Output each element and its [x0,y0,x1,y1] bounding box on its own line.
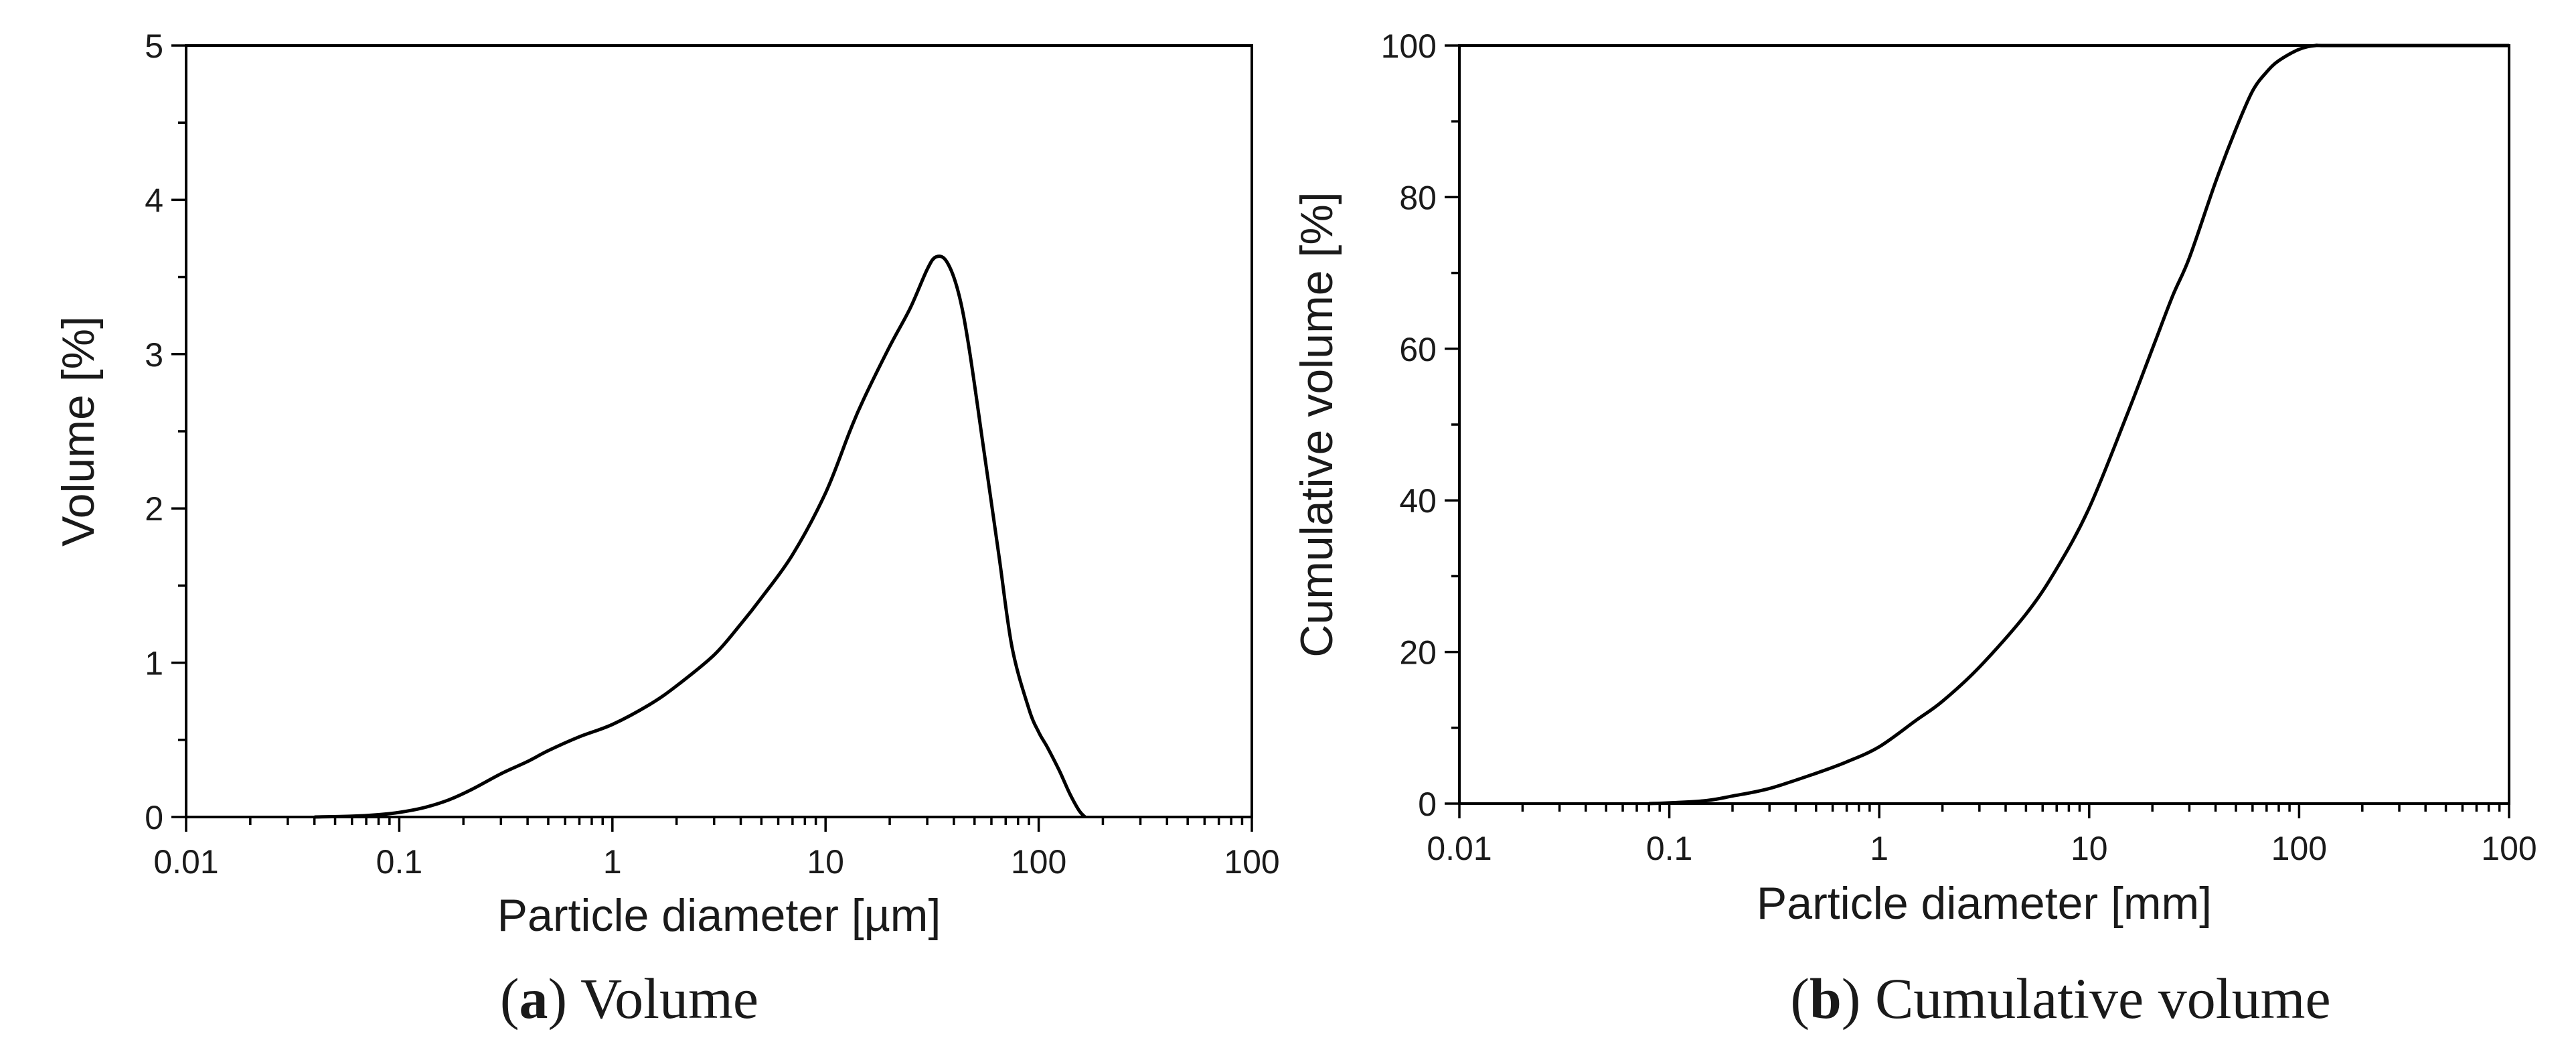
panel-a-x-tick-label: 100 [1011,843,1066,881]
panel-a-x-tick-label: 1 [603,843,622,881]
panel-b-y-axis-title: Cumulative volume [%] [1291,192,1342,657]
panel-b-x-tick-label: 1 [1870,830,1888,867]
panel-b-y-tick-label: 0 [1418,786,1437,823]
panel-b-caption-text: Cumulative volume [1875,966,2331,1031]
panel-a-y-tick-label: 2 [145,490,163,528]
panel-a-y-tick-label: 3 [145,336,163,374]
panel-a-y-axis-title: Volume [%] [53,316,104,546]
panel-b-x-tick-label: 10 [2071,830,2108,867]
panel-b-x-tick-label: 0.01 [1427,830,1492,867]
panel-a-y-ticks: 0 1 2 3 4 5 [145,27,186,836]
panel-a-frame [185,44,1253,818]
panel-b-y-tick-label: 40 [1399,482,1437,520]
panel-a-y-tick-label: 4 [145,181,163,219]
panel-b-y-tick-label: 20 [1399,634,1437,672]
panel-b-x-axis-title: Particle diameter [mm] [1757,878,2212,929]
panel-a-x-tick-label: 0.1 [376,843,423,881]
panel-b-y-tick-label: 80 [1399,179,1437,216]
panel-a-x-axis-title: Particle diameter [µm] [497,890,941,941]
panel-a-caption-text: Volume [580,966,758,1031]
panel-b-x-tick-label: 100 [2481,830,2537,867]
panel-a-volume-curve [314,254,1086,819]
panel-a-x-tick-label: 100 [1224,843,1279,881]
panel-b-y-tick-label: 60 [1399,331,1437,368]
panel-a: 0.01 0.1 1 10 100 100 0 1 2 3 4 5 Particle diamete… [53,27,1280,1031]
panel-a-y-tick-label: 1 [145,645,163,682]
panel-a-y-tick-label: 0 [145,799,163,836]
panel-b-y-ticks: 0 20 40 60 80 100 [1381,27,1459,823]
panel-b-x-tick-label: 100 [2271,830,2327,867]
panel-a-x-tick-label: 0.01 [153,843,218,881]
panel-b: 0.01 0.1 1 10 100 100 0 20 40 60 80 100 Particle d… [1291,27,2537,1031]
panel-a-caption-letter: a [519,966,548,1031]
panel-a-y-tick-label: 5 [145,27,163,65]
panel-b-x-ticks: 0.01 0.1 1 10 100 100 [1427,804,2537,867]
panel-a-x-tick-label: 10 [807,843,844,881]
panel-b-cumulative-curve [1649,44,2509,806]
panel-b-y-tick-label: 100 [1381,27,1437,65]
panel-b-caption: (b) Cumulative volume [1790,966,2330,1031]
panel-b-frame [1458,44,2510,805]
panel-a-x-ticks: 0.01 0.1 1 10 100 100 [153,817,1280,881]
panel-b-caption-letter: b [1809,966,1842,1031]
panel-b-x-tick-label: 0.1 [1646,830,1693,867]
panel-a-caption: (a) Volume [500,966,758,1031]
